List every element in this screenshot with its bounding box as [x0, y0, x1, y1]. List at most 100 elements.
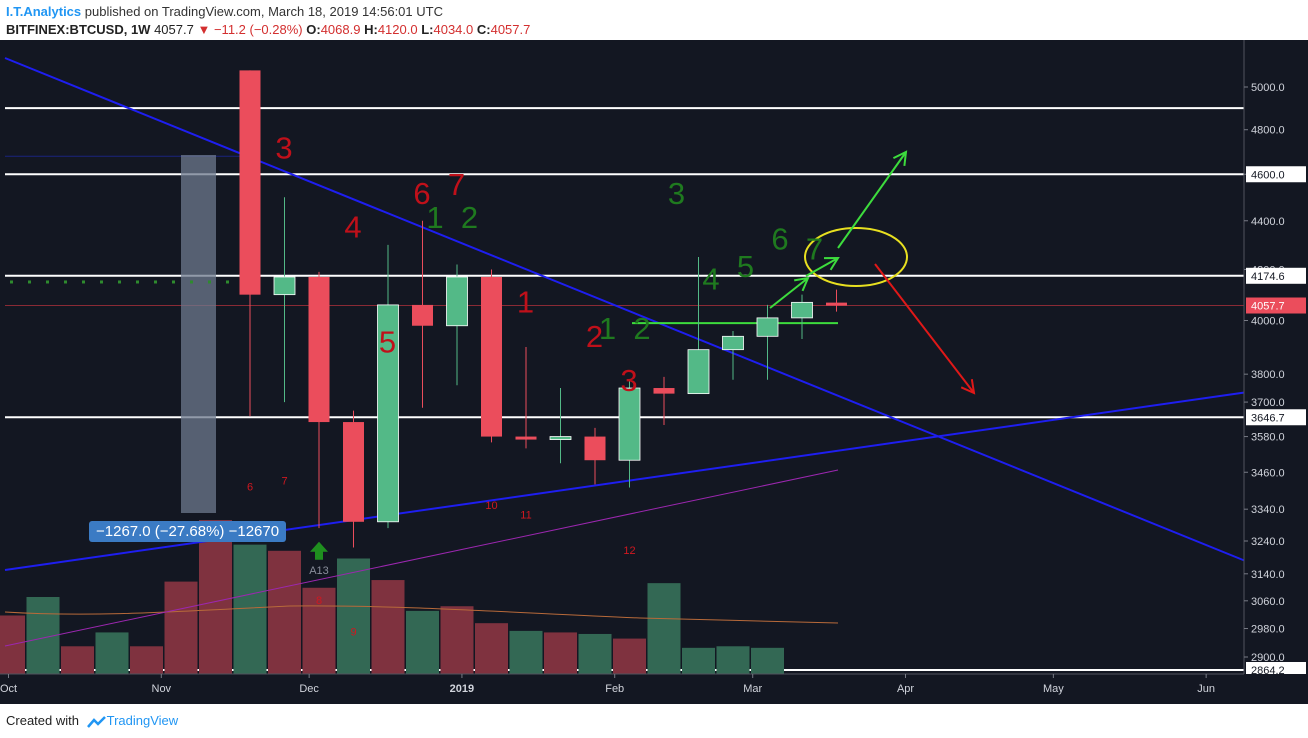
candle-body [446, 276, 468, 327]
candle-body [412, 304, 433, 326]
open-value: 4068.9 [320, 22, 361, 37]
time-tick-label: Oct [0, 683, 17, 695]
price-tick-label: 3060.0 [1251, 596, 1285, 608]
td-buy-count: 6 [771, 222, 788, 257]
td-sell-count: 6 [413, 176, 430, 211]
volume-bar [440, 606, 474, 674]
candle-body [549, 436, 572, 440]
dotted-level-dot [28, 280, 31, 284]
dotted-level-dot [82, 280, 85, 284]
volume-bar [544, 632, 577, 674]
created-with-text: Created with [6, 713, 79, 728]
dotted-level-dot [136, 280, 139, 284]
footer: Created with TradingView [0, 704, 1308, 738]
price-tick-label: 3140.0 [1251, 569, 1285, 581]
dotted-level-dot [46, 280, 49, 284]
time-axis-bg [0, 674, 1308, 704]
tradingview-logo-icon [86, 715, 106, 728]
td-sell-count: 5 [379, 324, 396, 359]
price-axis: 5000.04800.04600.04400.04200.04000.03800… [1243, 40, 1308, 704]
volume-bar [475, 623, 508, 674]
target-ellipse [804, 227, 908, 287]
price-change: −11.2 (−0.28%) [213, 22, 303, 37]
volume-bar [337, 558, 370, 674]
volume-bar [647, 583, 681, 674]
time-tick-label: Jun [1197, 683, 1215, 695]
td-buy-count: 7 [806, 232, 823, 267]
volume-bar [61, 646, 94, 674]
candle-body [377, 304, 399, 523]
price-tick-label: 2980.0 [1251, 624, 1285, 636]
candle-body [481, 276, 502, 437]
volume-bar [268, 550, 301, 674]
arrow-bullish-head [892, 150, 908, 167]
buy-signal-arrow-icon [310, 541, 328, 560]
td-countdown-label: 9 [350, 627, 356, 639]
td-sell-count: 3 [620, 363, 637, 398]
time-tick-label: May [1043, 683, 1064, 695]
price-tick-label: 5000.0 [1251, 82, 1285, 94]
candle-body [826, 302, 847, 306]
highlight-box [181, 155, 216, 513]
volume-bar [233, 544, 267, 674]
td-buy-count: 2 [633, 311, 650, 346]
arrow-bearish-shaft [874, 263, 975, 394]
candle-body [273, 276, 296, 296]
high-value: 4120.0 [377, 22, 418, 37]
td-countdown-label: 11 [520, 510, 531, 522]
price-badge-label: 4600.0 [1251, 169, 1285, 181]
volume-bar [406, 610, 439, 674]
publish-line: I.T.Analytics published on TradingView.c… [6, 4, 443, 19]
price-badge-label: 3646.7 [1251, 412, 1285, 424]
price-tick-label: 3580.0 [1251, 432, 1285, 444]
price-badge [1246, 267, 1306, 284]
price-badge [1246, 661, 1306, 678]
dotted-level-dot [118, 280, 121, 284]
down-arrow-icon: ▼ [197, 22, 211, 37]
high-label: H: [364, 22, 378, 37]
price-badge [1246, 297, 1306, 314]
td-sell-count: 4 [344, 210, 361, 245]
dotted-level-dot [190, 280, 193, 284]
volume-bar [95, 632, 129, 674]
price-tick-label: 3460.0 [1251, 467, 1285, 479]
td-buy-count: 1 [426, 200, 443, 235]
time-tick-label: Mar [743, 683, 762, 695]
td-sell-count: 7 [448, 167, 465, 202]
dotted-level-dot [154, 280, 157, 284]
td-countdown-label: 8 [316, 595, 322, 607]
signal-label: A13 [309, 565, 329, 577]
price-tick-label: 4000.0 [1251, 315, 1285, 327]
chart-header: I.T.Analytics published on TradingView.c… [0, 0, 1308, 40]
td-buy-count: 2 [461, 200, 478, 235]
dotted-level-dot [100, 280, 103, 284]
volume-bar [164, 581, 198, 674]
symbol-name[interactable]: BITFINEX:BTCUSD, 1W [6, 22, 151, 37]
td-sell-count: 1 [517, 285, 534, 320]
arrow-up-small-shaft [769, 277, 809, 309]
volume-bar [682, 647, 715, 674]
td-countdown-label: 10 [485, 500, 497, 512]
price-axis-bg [1244, 40, 1308, 704]
volume-bar [371, 580, 405, 674]
low-label: L: [421, 22, 434, 37]
candle-body [618, 387, 641, 461]
measure-label: −1267.0 (−27.68%) −12670 [89, 521, 287, 542]
last-price: 4057.7 [154, 22, 194, 37]
arrow-up-short-shaft [805, 257, 839, 277]
tradingview-brand-link[interactable]: TradingView [106, 713, 179, 728]
candle-body [722, 335, 744, 351]
candle-body [515, 436, 537, 440]
price-badge-label: 4057.7 [1251, 301, 1285, 313]
td-buy-count: 1 [599, 311, 616, 346]
volume-bars [0, 520, 839, 674]
time-tick-label: 2019 [450, 683, 474, 695]
candle-body [584, 436, 606, 461]
candlesticks [239, 70, 847, 548]
author-link[interactable]: I.T.Analytics [6, 4, 82, 19]
time-tick-label: Apr [897, 683, 914, 695]
moving-average-line [4, 469, 839, 647]
volume-bar [199, 520, 232, 674]
